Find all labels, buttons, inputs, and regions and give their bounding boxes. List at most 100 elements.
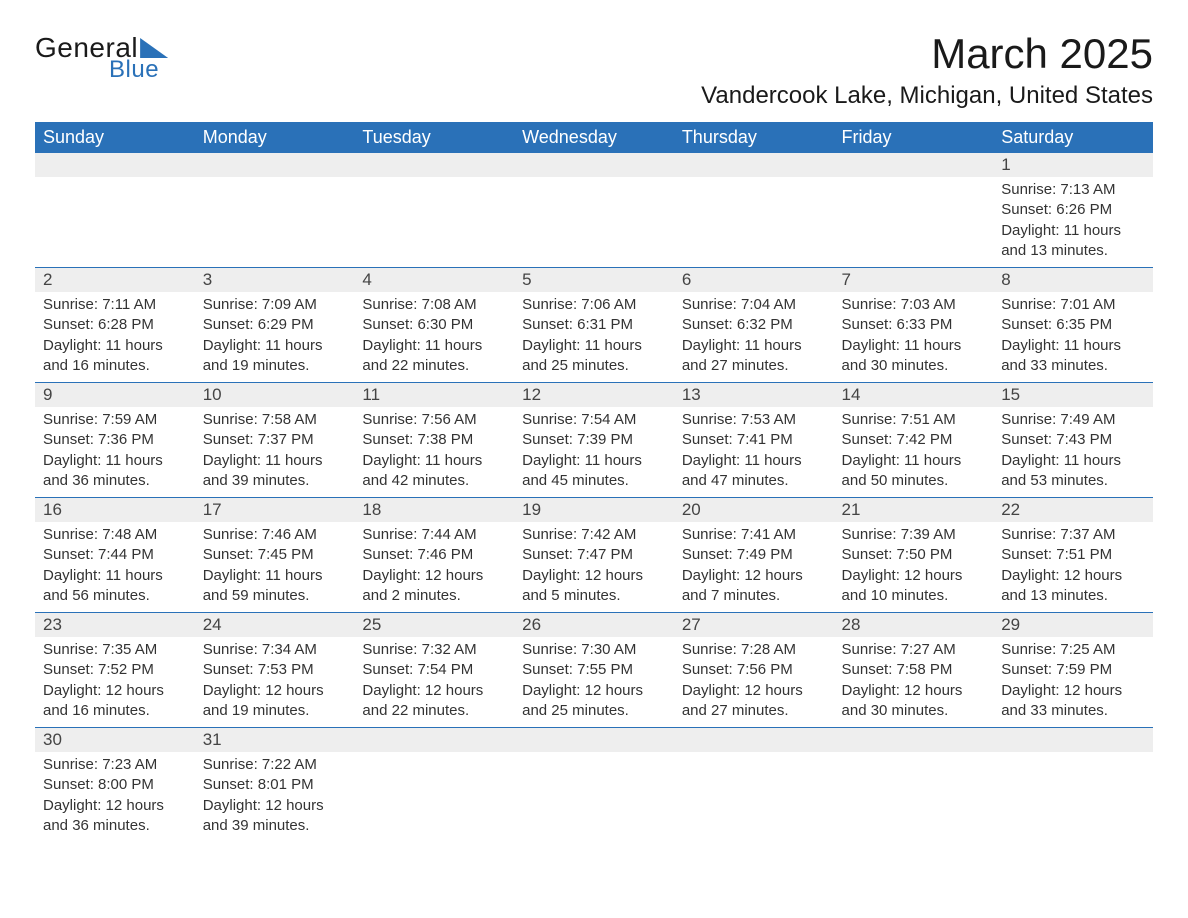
sunrise-text: Sunrise: 7:51 AM (842, 410, 986, 430)
daylight-text-2: and 7 minutes. (682, 586, 826, 606)
sunrise-text: Sunrise: 7:39 AM (842, 525, 986, 545)
sunset-text: Sunset: 7:46 PM (362, 545, 506, 565)
brand-logo: General Blue (35, 34, 168, 82)
week-data-row: Sunrise: 7:23 AMSunset: 8:00 PMDaylight:… (35, 752, 1153, 842)
day-data-cell: Sunrise: 7:53 AMSunset: 7:41 PMDaylight:… (674, 407, 834, 498)
daylight-text-2: and 25 minutes. (522, 701, 666, 721)
daylight-text-1: Daylight: 12 hours (203, 796, 347, 816)
sunrise-text: Sunrise: 7:13 AM (1001, 180, 1145, 200)
daylight-text-2: and 19 minutes. (203, 356, 347, 376)
daylight-text-1: Daylight: 12 hours (1001, 566, 1145, 586)
weekday-header: Tuesday (354, 122, 514, 153)
calendar-table: Sunday Monday Tuesday Wednesday Thursday… (35, 122, 1153, 842)
day-number-cell (354, 728, 514, 753)
daylight-text-1: Daylight: 12 hours (522, 681, 666, 701)
daylight-text-2: and 33 minutes. (1001, 701, 1145, 721)
day-data-cell: Sunrise: 7:27 AMSunset: 7:58 PMDaylight:… (834, 637, 994, 728)
location-subtitle: Vandercook Lake, Michigan, United States (701, 82, 1153, 110)
daylight-text-2: and 22 minutes. (362, 356, 506, 376)
daylight-text-1: Daylight: 12 hours (682, 681, 826, 701)
day-number-cell: 15 (993, 383, 1153, 408)
sunset-text: Sunset: 7:39 PM (522, 430, 666, 450)
day-number-cell: 23 (35, 613, 195, 638)
sunrise-text: Sunrise: 7:48 AM (43, 525, 187, 545)
day-data-cell (674, 752, 834, 842)
day-data-cell: Sunrise: 7:09 AMSunset: 6:29 PMDaylight:… (195, 292, 355, 383)
sunrise-text: Sunrise: 7:11 AM (43, 295, 187, 315)
sunrise-text: Sunrise: 7:46 AM (203, 525, 347, 545)
day-data-cell: Sunrise: 7:34 AMSunset: 7:53 PMDaylight:… (195, 637, 355, 728)
sunset-text: Sunset: 7:43 PM (1001, 430, 1145, 450)
sunset-text: Sunset: 6:33 PM (842, 315, 986, 335)
daylight-text-1: Daylight: 11 hours (362, 451, 506, 471)
day-number-cell: 12 (514, 383, 674, 408)
daylight-text-1: Daylight: 12 hours (43, 681, 187, 701)
weekday-header: Sunday (35, 122, 195, 153)
day-number-cell: 17 (195, 498, 355, 523)
daylight-text-2: and 59 minutes. (203, 586, 347, 606)
day-data-cell (514, 177, 674, 268)
daylight-text-2: and 13 minutes. (1001, 241, 1145, 261)
week-data-row: Sunrise: 7:11 AMSunset: 6:28 PMDaylight:… (35, 292, 1153, 383)
daylight-text-2: and 53 minutes. (1001, 471, 1145, 491)
day-data-cell: Sunrise: 7:11 AMSunset: 6:28 PMDaylight:… (35, 292, 195, 383)
sunrise-text: Sunrise: 7:01 AM (1001, 295, 1145, 315)
week-daynum-row: 1 (35, 153, 1153, 177)
sunset-text: Sunset: 7:55 PM (522, 660, 666, 680)
day-data-cell (354, 752, 514, 842)
weekday-header: Monday (195, 122, 355, 153)
day-data-cell: Sunrise: 7:06 AMSunset: 6:31 PMDaylight:… (514, 292, 674, 383)
day-number-cell: 24 (195, 613, 355, 638)
day-data-cell: Sunrise: 7:59 AMSunset: 7:36 PMDaylight:… (35, 407, 195, 498)
day-number-cell: 1 (993, 153, 1153, 177)
daylight-text-1: Daylight: 11 hours (1001, 451, 1145, 471)
day-number-cell: 3 (195, 268, 355, 293)
day-data-cell: Sunrise: 7:30 AMSunset: 7:55 PMDaylight:… (514, 637, 674, 728)
sunrise-text: Sunrise: 7:58 AM (203, 410, 347, 430)
daylight-text-1: Daylight: 11 hours (43, 566, 187, 586)
day-data-cell: Sunrise: 7:39 AMSunset: 7:50 PMDaylight:… (834, 522, 994, 613)
sunset-text: Sunset: 7:53 PM (203, 660, 347, 680)
day-number-cell: 10 (195, 383, 355, 408)
day-data-cell: Sunrise: 7:56 AMSunset: 7:38 PMDaylight:… (354, 407, 514, 498)
sunset-text: Sunset: 6:30 PM (362, 315, 506, 335)
sunset-text: Sunset: 6:31 PM (522, 315, 666, 335)
daylight-text-1: Daylight: 11 hours (1001, 336, 1145, 356)
sunrise-text: Sunrise: 7:03 AM (842, 295, 986, 315)
sunset-text: Sunset: 7:44 PM (43, 545, 187, 565)
day-number-cell (195, 153, 355, 177)
daylight-text-2: and 27 minutes. (682, 356, 826, 376)
day-data-cell: Sunrise: 7:46 AMSunset: 7:45 PMDaylight:… (195, 522, 355, 613)
daylight-text-2: and 36 minutes. (43, 471, 187, 491)
day-number-cell (35, 153, 195, 177)
sunrise-text: Sunrise: 7:41 AM (682, 525, 826, 545)
day-number-cell: 11 (354, 383, 514, 408)
sunset-text: Sunset: 7:38 PM (362, 430, 506, 450)
daylight-text-2: and 45 minutes. (522, 471, 666, 491)
day-number-cell: 28 (834, 613, 994, 638)
daylight-text-1: Daylight: 11 hours (43, 336, 187, 356)
weekday-header: Thursday (674, 122, 834, 153)
day-data-cell: Sunrise: 7:37 AMSunset: 7:51 PMDaylight:… (993, 522, 1153, 613)
daylight-text-2: and 16 minutes. (43, 701, 187, 721)
brand-word-2: Blue (109, 58, 168, 82)
day-data-cell: Sunrise: 7:03 AMSunset: 6:33 PMDaylight:… (834, 292, 994, 383)
daylight-text-2: and 56 minutes. (43, 586, 187, 606)
daylight-text-2: and 39 minutes. (203, 471, 347, 491)
week-daynum-row: 16171819202122 (35, 498, 1153, 523)
day-number-cell: 27 (674, 613, 834, 638)
day-number-cell (834, 153, 994, 177)
sunset-text: Sunset: 6:32 PM (682, 315, 826, 335)
daylight-text-1: Daylight: 11 hours (203, 566, 347, 586)
week-daynum-row: 2345678 (35, 268, 1153, 293)
day-data-cell (993, 752, 1153, 842)
sunset-text: Sunset: 7:36 PM (43, 430, 187, 450)
daylight-text-2: and 36 minutes. (43, 816, 187, 836)
daylight-text-1: Daylight: 11 hours (522, 451, 666, 471)
sunset-text: Sunset: 7:59 PM (1001, 660, 1145, 680)
sunrise-text: Sunrise: 7:28 AM (682, 640, 826, 660)
day-number-cell: 16 (35, 498, 195, 523)
sunset-text: Sunset: 7:47 PM (522, 545, 666, 565)
day-number-cell: 18 (354, 498, 514, 523)
daylight-text-2: and 33 minutes. (1001, 356, 1145, 376)
